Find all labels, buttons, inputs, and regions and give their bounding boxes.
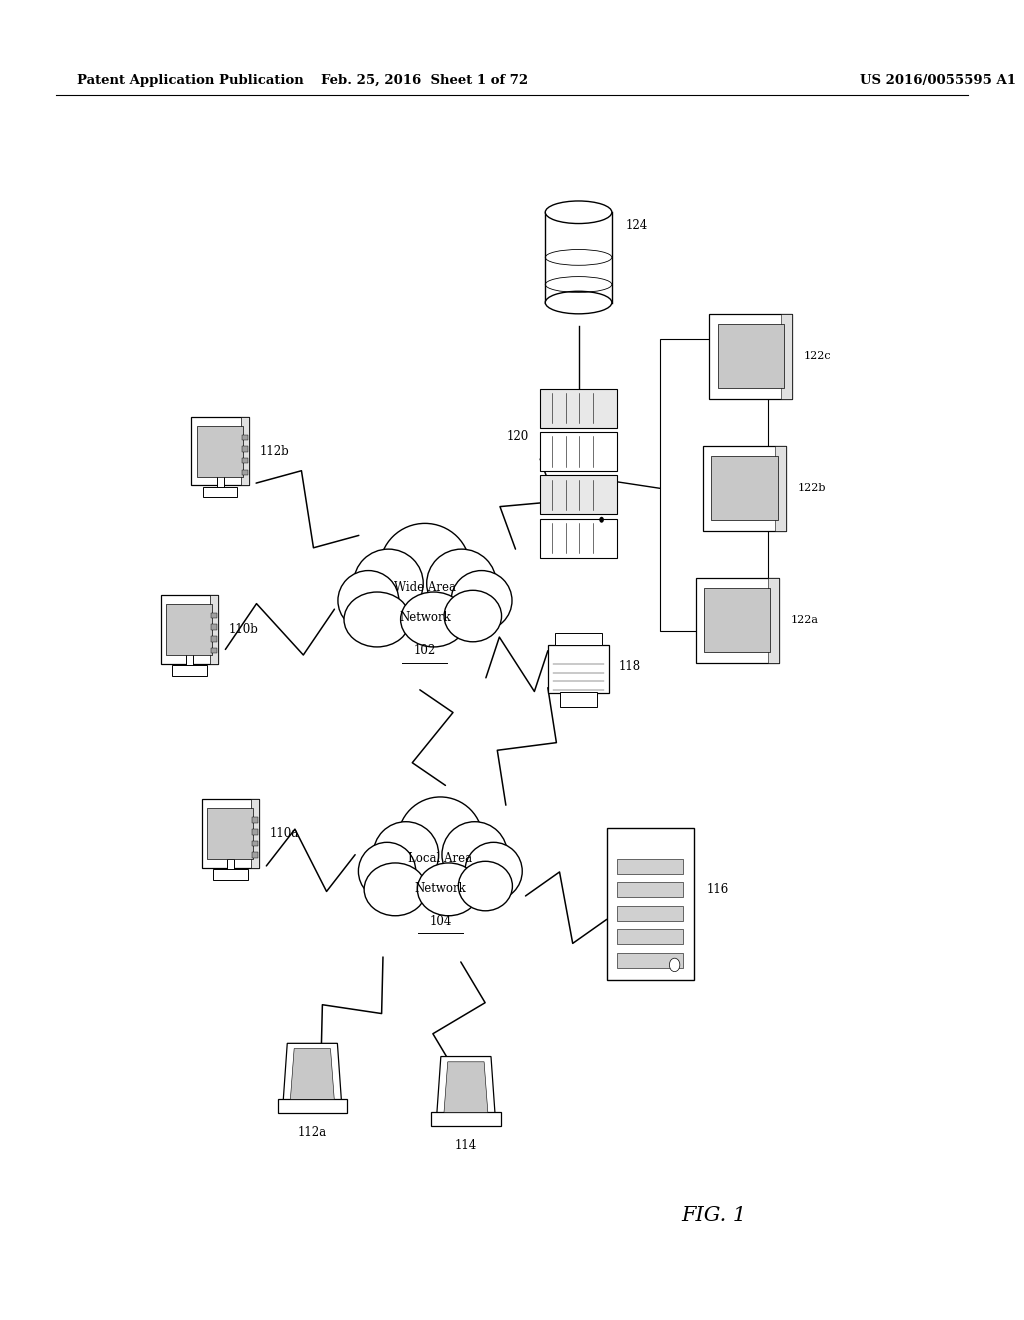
Text: Network: Network bbox=[415, 882, 466, 895]
Bar bbox=[696, 578, 778, 663]
Bar bbox=[251, 800, 259, 869]
Bar bbox=[186, 655, 193, 671]
Ellipse shape bbox=[444, 590, 502, 642]
Polygon shape bbox=[283, 1043, 342, 1106]
Bar bbox=[211, 624, 217, 630]
Bar bbox=[202, 800, 259, 869]
Bar bbox=[660, 339, 768, 631]
Text: 104: 104 bbox=[429, 915, 452, 928]
Bar bbox=[617, 953, 683, 968]
Bar bbox=[208, 808, 253, 859]
Text: 124: 124 bbox=[625, 219, 647, 232]
Text: Local Area: Local Area bbox=[409, 851, 472, 865]
Bar bbox=[252, 853, 258, 858]
Bar bbox=[210, 595, 218, 664]
Ellipse shape bbox=[397, 797, 483, 883]
Ellipse shape bbox=[358, 842, 416, 900]
Text: 120: 120 bbox=[507, 430, 528, 442]
Polygon shape bbox=[436, 1056, 496, 1119]
Text: 112a: 112a bbox=[298, 1126, 327, 1139]
Ellipse shape bbox=[451, 570, 512, 631]
Text: 122b: 122b bbox=[798, 483, 826, 494]
Ellipse shape bbox=[418, 863, 479, 916]
Bar bbox=[203, 487, 238, 498]
Circle shape bbox=[599, 517, 604, 523]
Ellipse shape bbox=[545, 201, 611, 223]
Bar bbox=[242, 446, 248, 451]
Bar bbox=[227, 859, 233, 875]
Bar bbox=[606, 829, 694, 979]
Ellipse shape bbox=[344, 591, 411, 647]
Ellipse shape bbox=[545, 292, 611, 314]
Bar bbox=[191, 417, 249, 486]
Text: 110b: 110b bbox=[228, 623, 258, 636]
Bar bbox=[555, 632, 602, 645]
Bar bbox=[278, 1100, 347, 1113]
Bar bbox=[781, 314, 792, 399]
Bar bbox=[198, 425, 243, 477]
Ellipse shape bbox=[338, 570, 398, 631]
Ellipse shape bbox=[380, 523, 470, 612]
Text: Wide Area: Wide Area bbox=[394, 581, 456, 594]
Ellipse shape bbox=[427, 549, 497, 618]
Bar bbox=[431, 1113, 501, 1126]
Polygon shape bbox=[444, 1061, 487, 1113]
Bar bbox=[252, 817, 258, 822]
Text: Network: Network bbox=[399, 611, 451, 624]
Text: Patent Application Publication: Patent Application Publication bbox=[77, 74, 303, 87]
Bar bbox=[241, 417, 249, 486]
Bar bbox=[252, 829, 258, 834]
Bar bbox=[703, 446, 785, 531]
Bar bbox=[560, 692, 597, 706]
Bar bbox=[768, 578, 778, 663]
Bar bbox=[705, 589, 770, 652]
Ellipse shape bbox=[400, 591, 467, 647]
Text: 122a: 122a bbox=[791, 615, 819, 626]
Bar bbox=[545, 213, 611, 302]
Polygon shape bbox=[291, 1048, 334, 1100]
Bar bbox=[242, 470, 248, 475]
Ellipse shape bbox=[459, 861, 512, 911]
Text: US 2016/0055595 A1: US 2016/0055595 A1 bbox=[860, 74, 1016, 87]
Text: 102: 102 bbox=[414, 644, 436, 657]
Bar bbox=[718, 325, 783, 388]
Bar bbox=[541, 432, 616, 471]
Text: Feb. 25, 2016  Sheet 1 of 72: Feb. 25, 2016 Sheet 1 of 72 bbox=[322, 74, 528, 87]
Bar bbox=[541, 388, 616, 428]
Text: 122c: 122c bbox=[804, 351, 831, 362]
Text: 116: 116 bbox=[707, 883, 729, 895]
Bar bbox=[541, 475, 616, 515]
Bar bbox=[617, 882, 683, 898]
Text: 114: 114 bbox=[455, 1139, 477, 1152]
Bar bbox=[217, 477, 223, 492]
Bar bbox=[242, 458, 248, 463]
Bar bbox=[172, 665, 207, 676]
Bar bbox=[712, 457, 777, 520]
Text: 118: 118 bbox=[618, 660, 641, 673]
Bar bbox=[213, 870, 248, 880]
Text: FIG. 1: FIG. 1 bbox=[681, 1206, 746, 1225]
Bar bbox=[211, 648, 217, 653]
Bar bbox=[617, 906, 683, 921]
Ellipse shape bbox=[353, 549, 423, 618]
Ellipse shape bbox=[442, 821, 508, 887]
Circle shape bbox=[670, 958, 680, 972]
Text: 112b: 112b bbox=[259, 445, 289, 458]
Ellipse shape bbox=[373, 821, 438, 887]
Bar bbox=[710, 314, 792, 399]
Bar bbox=[775, 446, 785, 531]
Bar bbox=[167, 603, 212, 655]
Bar bbox=[211, 612, 217, 618]
Bar bbox=[161, 595, 218, 664]
Bar bbox=[541, 519, 616, 557]
Text: 110a: 110a bbox=[269, 828, 299, 841]
Bar bbox=[252, 841, 258, 846]
Bar bbox=[548, 645, 609, 693]
Ellipse shape bbox=[465, 842, 522, 900]
Bar bbox=[617, 859, 683, 874]
Ellipse shape bbox=[365, 863, 426, 916]
Bar bbox=[211, 636, 217, 642]
Bar bbox=[617, 929, 683, 944]
Bar bbox=[242, 434, 248, 440]
